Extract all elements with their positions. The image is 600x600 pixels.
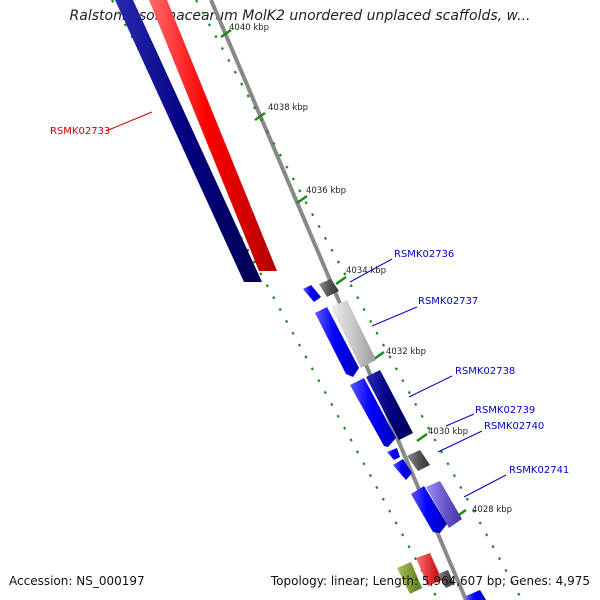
label-leaders [105,111,507,498]
gene-RSMK02739-block[interactable] [387,448,400,460]
gene-RSMK02736-gray-block[interactable] [319,279,339,297]
gene-RSMK02740-gray-block[interactable] [407,450,430,471]
gene-RSMK02738-navy-block[interactable] [366,370,413,440]
gene-RSMK02733-reverse-bar[interactable] [115,0,262,282]
gene-RSMK02733-forward-bar[interactable] [149,0,277,271]
map-title: Ralstonia solanacearum MolK2 unordered u… [69,8,531,24]
dotted-guide-outer [195,0,523,600]
gene-label-RSMK02733[interactable]: RSMK02733 [50,126,110,137]
ruler-label-4034: 4034 kbp [346,266,386,276]
gene-label-RSMK02740[interactable]: RSMK02740 [484,421,544,432]
ruler-label-4036: 4036 kbp [306,186,346,196]
bottom-red-block[interactable] [416,553,442,586]
gene-label-RSMK02741[interactable]: RSMK02741 [509,465,569,476]
ruler-label-4038: 4038 kbp [268,103,308,113]
gene-RSMK02738-block[interactable] [350,378,396,447]
ruler-label-4028: 4028 kbp [472,505,512,515]
ruler-ticks [220,28,467,519]
ruler-label-4030: 4030 kbp [428,427,468,437]
gene-RSMK02737-block[interactable] [315,307,359,377]
gene-label-RSMK02738[interactable]: RSMK02738 [455,366,515,377]
bottom-gray-block[interactable] [438,570,454,588]
ruler-label-4040: 4040 kbp [229,23,269,33]
gene-RSMK02741-block[interactable] [411,486,447,533]
gene-RSMK02736-block[interactable] [303,285,321,302]
gene-RSMK02741-purple-block[interactable] [426,481,462,528]
gene-label-RSMK02737[interactable]: RSMK02737 [418,296,478,307]
gene-RSMK02737-light-block[interactable] [331,300,376,368]
genome-stats-text: Topology: linear; Length: 5,964,607 bp; … [270,574,590,588]
gene-RSMK02740-block[interactable] [393,459,412,480]
bottom-green-block[interactable] [397,562,422,594]
dotted-guide-inner [111,0,439,600]
ruler-label-4032: 4032 kbp [386,347,426,357]
gene-label-RSMK02739[interactable]: RSMK02739 [475,405,535,416]
gene-label-RSMK02736[interactable]: RSMK02736 [394,249,454,260]
accession-text: Accession: NS_000197 [9,574,145,588]
bottom-blue-block[interactable] [466,590,486,600]
